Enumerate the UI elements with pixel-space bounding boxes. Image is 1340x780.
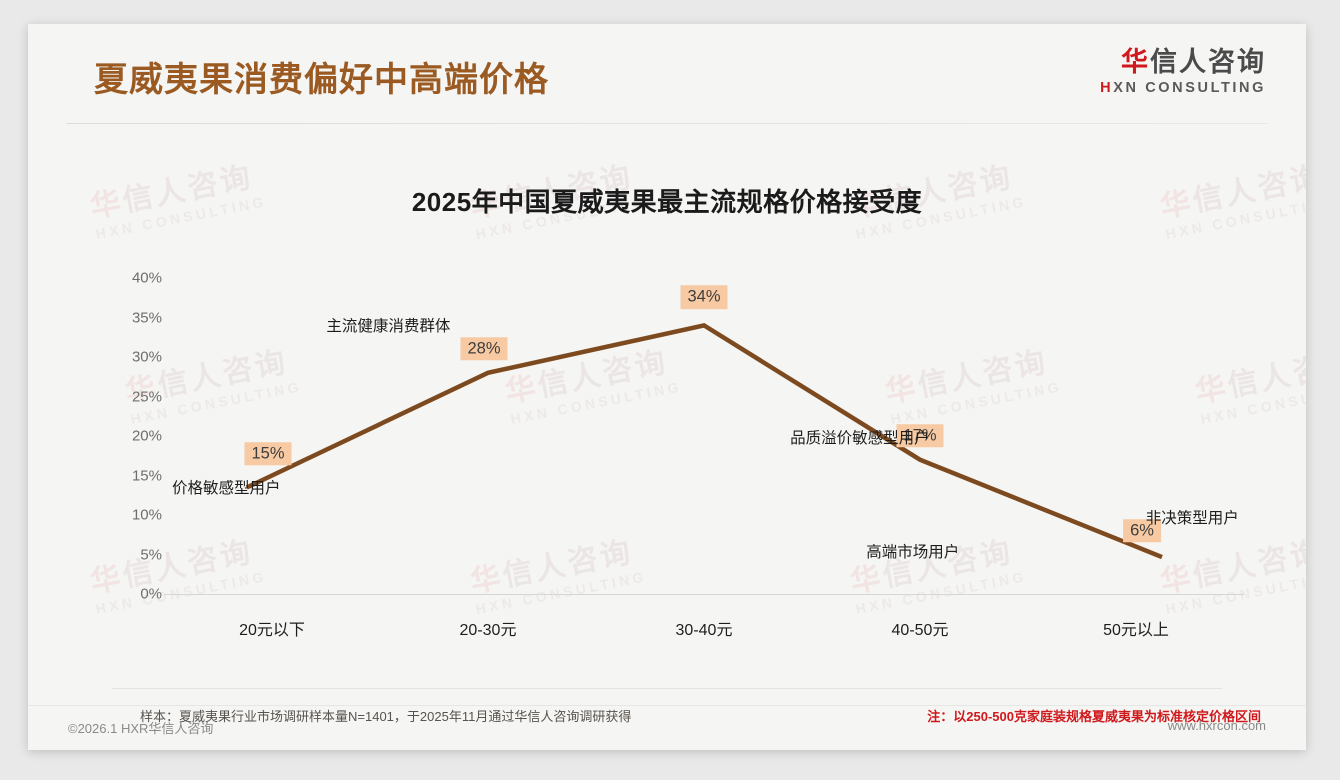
data-point-label: 28% — [460, 337, 508, 361]
data-point-label: 6% — [1123, 518, 1161, 543]
logo-chinese-rest: 信人咨询 — [1150, 47, 1266, 77]
data-point-label: 34% — [680, 285, 728, 310]
y-axis-tick-label: 15% — [131, 467, 162, 484]
logo-english-rest: XN CONSULTING — [1113, 80, 1266, 97]
y-axis-tick-label: 35% — [131, 309, 162, 326]
chart-annotation: 价格敏感型用户 — [171, 480, 281, 498]
chart-plot-area: 0% 5% 10% 15% 20% 25% 30% 35% 40% 20元以下 20-30元 30-… — [94, 264, 1244, 654]
bottom-bar: ©2026.1 HXR华信人咨询 www.hxrcon.com — [28, 705, 1306, 750]
brand-logo: 华信人咨询 HXN CONSULTING — [1100, 48, 1266, 97]
x-axis-line — [164, 594, 1244, 595]
logo-chinese: 华信人咨询 — [1100, 48, 1266, 76]
y-axis-tick-label: 40% — [131, 269, 162, 287]
page-title: 夏威夷果消费偏好中高端价格 — [94, 61, 549, 99]
series-line — [245, 323, 1163, 560]
line-series — [245, 323, 1163, 560]
x-axis-tick-label: 20-30元 — [459, 622, 517, 639]
logo-chinese-red-char: 华 — [1121, 47, 1150, 77]
y-axis-tick-label: 5% — [140, 546, 162, 563]
chart-canvas — [94, 264, 1244, 654]
chart-title: 2025年中国夏威夷果最主流规格价格接受度 — [411, 187, 923, 217]
y-axis-tick-label: 10% — [131, 506, 162, 524]
y-axis-tick-label: 0% — [140, 585, 162, 603]
x-axis-tick-label: 40-50元 — [891, 622, 949, 639]
chart-annotation: 主流健康消费群体 — [326, 318, 451, 336]
header-divider — [66, 123, 1268, 124]
y-axis-tick-label: 30% — [131, 348, 162, 366]
y-axis-tick-label: 25% — [131, 388, 162, 405]
data-point-label: 15% — [244, 441, 292, 466]
sample-note: 样本：夏威夷果行业市场调研样本量N=1401，于2025年11月通过华信人咨询调… — [140, 709, 632, 724]
logo-english-red-char: H — [1100, 80, 1114, 97]
chart-annotation: 品质溢价敏感型用户 — [790, 429, 930, 447]
data-point-label: 17% — [896, 423, 944, 448]
chart-annotation: 高端市场用户 — [866, 543, 960, 561]
y-axis-tick-label: 20% — [131, 427, 162, 445]
slide-card: 华信人咨询 HXN CONSULTING 华信人咨询 HXN CONSULTING 华信… — [28, 24, 1306, 750]
footnote-divider — [112, 688, 1222, 689]
x-axis-tick-label: 50元以上 — [1103, 622, 1169, 639]
logo-english: HXN CONSULTING — [1100, 80, 1266, 96]
copyright-text: ©2026.1 HXR华信人咨询 — [68, 721, 214, 736]
chart-annotation: 非决策型用户 — [1145, 509, 1239, 527]
x-axis-tick-label: 20元以下 — [239, 622, 305, 639]
red-note: 注：以250-500克家庭装规格夏威夷果为标准核定价格区间 — [927, 709, 1261, 724]
website-link[interactable]: www.hxrcon.com — [1167, 718, 1266, 733]
slide-header: 夏威夷果消费偏好中高端价格 华信人咨询 HXN CONSULTING — [28, 24, 1306, 124]
x-axis-tick-label: 30-40元 — [675, 622, 733, 639]
